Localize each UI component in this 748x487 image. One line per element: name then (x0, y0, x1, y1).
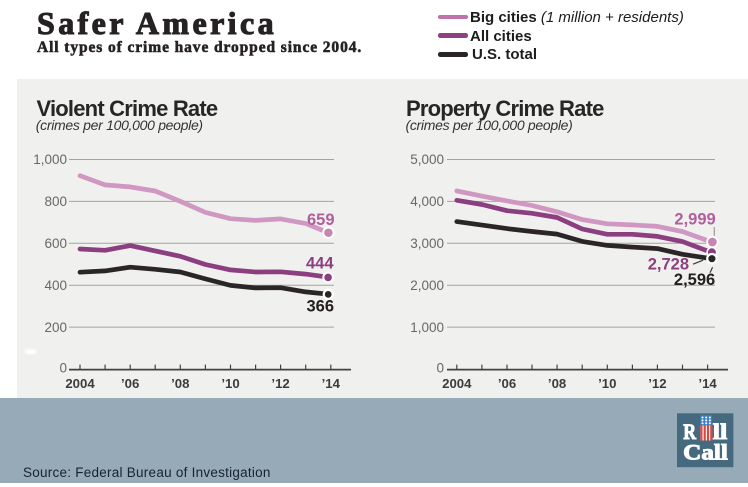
svg-text:659: 659 (307, 211, 335, 229)
svg-text:1,000: 1,000 (410, 320, 444, 335)
svg-text:’14: ’14 (322, 376, 341, 391)
svg-text:444: 444 (306, 254, 334, 272)
svg-text:’06: ’06 (121, 376, 139, 391)
svg-text:800: 800 (44, 194, 67, 209)
svg-text:’12: ’12 (271, 376, 289, 391)
svg-text:ll: ll (713, 419, 728, 444)
svg-text:3,000: 3,000 (410, 236, 444, 251)
svg-text:200: 200 (44, 320, 67, 335)
svg-text:400: 400 (44, 278, 67, 293)
svg-text:366: 366 (306, 297, 334, 315)
svg-text:2004: 2004 (65, 376, 95, 391)
svg-text:2,596: 2,596 (674, 271, 715, 289)
svg-text:’06: ’06 (498, 376, 516, 391)
svg-text:’10: ’10 (221, 376, 239, 391)
svg-text:0: 0 (59, 360, 67, 375)
svg-text:0: 0 (436, 360, 444, 375)
svg-text:1,000: 1,000 (33, 152, 67, 167)
svg-text:’08: ’08 (171, 376, 189, 391)
svg-text:’14: ’14 (698, 376, 717, 391)
svg-text:600: 600 (44, 236, 67, 251)
svg-text:’08: ’08 (548, 376, 566, 391)
svg-text:5,000: 5,000 (410, 152, 444, 167)
svg-text:2,728: 2,728 (648, 256, 689, 274)
svg-text:R: R (683, 419, 696, 444)
svg-text:4,000: 4,000 (410, 194, 444, 209)
svg-text:2004: 2004 (442, 376, 472, 391)
svg-text:2,000: 2,000 (410, 278, 444, 293)
svg-text:2,999: 2,999 (674, 211, 715, 229)
svg-text:’12: ’12 (648, 376, 666, 391)
svg-text:Call: Call (683, 439, 728, 464)
svg-text:’10: ’10 (598, 376, 616, 391)
